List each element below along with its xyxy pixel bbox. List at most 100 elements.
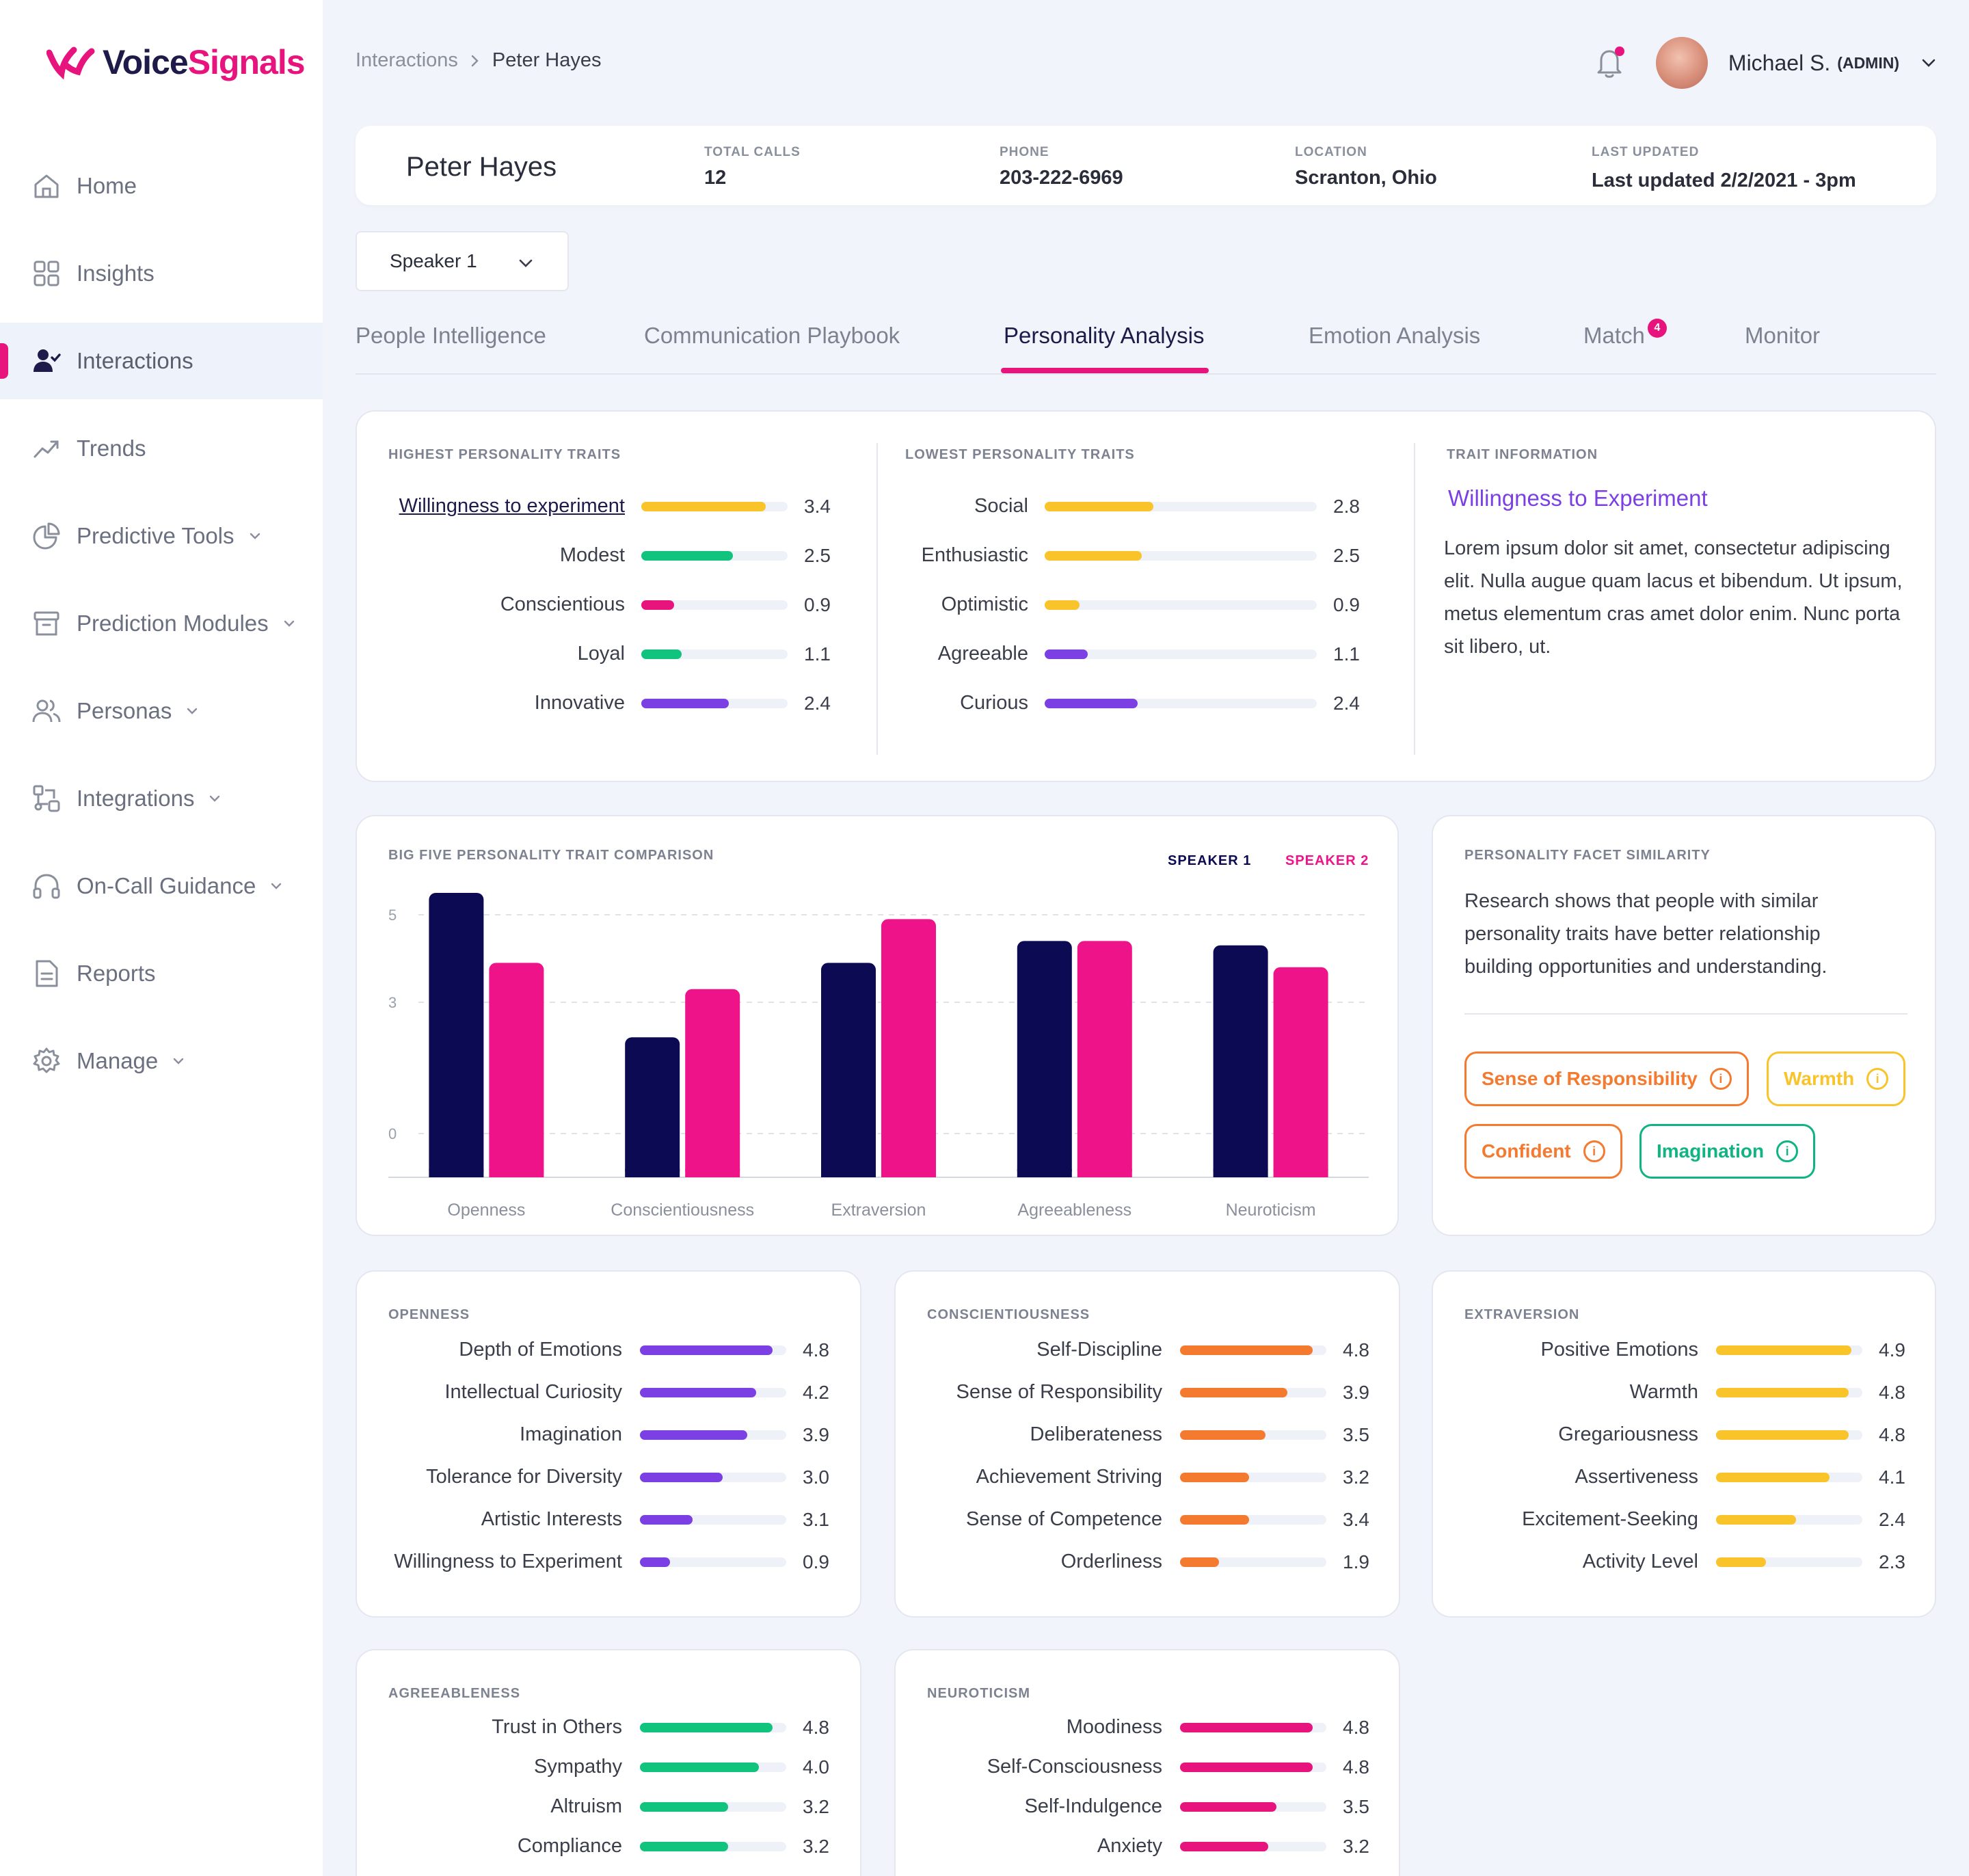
- facet-value: 0.9: [803, 1551, 829, 1572]
- logo-signals: Signals: [187, 43, 306, 81]
- facet-card-title: OPENNESS: [388, 1307, 470, 1322]
- facet-value: 3.5: [1343, 1423, 1369, 1445]
- info-icon[interactable]: i: [1709, 1068, 1732, 1090]
- x-tick-label: Openness: [447, 1201, 525, 1220]
- sidebar-item-predictive-tools[interactable]: Predictive Tools: [0, 498, 323, 574]
- breadcrumb-chevron-icon: [471, 55, 479, 66]
- sidebar-item-trends[interactable]: Trends: [0, 410, 323, 487]
- trait-bar-track: [641, 600, 788, 610]
- info-icon[interactable]: i: [1583, 1140, 1605, 1162]
- sidebar-item-prediction-modules[interactable]: Prediction Modules: [0, 585, 323, 662]
- info-icon[interactable]: i: [1776, 1140, 1799, 1162]
- facet-row-gregariousness: Gregariousness 4.8: [1464, 1423, 1905, 1446]
- tab-people-intelligence[interactable]: People Intelligence: [356, 323, 546, 348]
- tab-match[interactable]: Match: [1583, 323, 1645, 348]
- facet-bar-track: [640, 1557, 786, 1567]
- facet-bar-track: [640, 1514, 786, 1525]
- tab-monitor[interactable]: Monitor: [1745, 323, 1821, 348]
- facet-bar-fill: [1716, 1514, 1797, 1525]
- facet-pill-warmth[interactable]: Warmth i: [1767, 1051, 1906, 1106]
- trait-bar-track: [1045, 649, 1317, 659]
- avatar[interactable]: [1655, 37, 1708, 89]
- facet-row-compliance: Compliance 3.2: [388, 1835, 829, 1858]
- sidebar-item-label: Personas: [77, 698, 172, 723]
- divider: [1414, 443, 1415, 755]
- breadcrumb-parent[interactable]: Interactions: [356, 49, 458, 71]
- bar-base: [685, 1169, 740, 1177]
- users-icon: [31, 696, 62, 726]
- trait-value: 2.4: [1333, 692, 1360, 714]
- facet-value: 4.8: [1343, 1716, 1369, 1738]
- facet-pill-imagination[interactable]: Imagination i: [1639, 1124, 1816, 1179]
- info-icon[interactable]: i: [1866, 1068, 1889, 1090]
- facet-row-deliberateness: Deliberateness 3.5: [927, 1423, 1369, 1446]
- x-tick-label: Neuroticism: [1226, 1201, 1316, 1220]
- voicesignals-logo[interactable]: VoiceSignals: [46, 42, 306, 82]
- sidebar-item-label: On-Call Guidance: [77, 873, 256, 898]
- facet-pill-sense-of-responsibility[interactable]: Sense of Responsibility i: [1464, 1051, 1749, 1106]
- sidebar-item-personas[interactable]: Personas: [0, 673, 323, 749]
- sidebar-item-interactions[interactable]: Interactions: [0, 323, 323, 399]
- facet-bar-track: [640, 1345, 786, 1355]
- sidebar-item-label: Manage: [77, 1048, 159, 1073]
- user-menu-chevron-icon[interactable]: [1920, 54, 1938, 72]
- trait-bar-fill: [641, 698, 729, 708]
- tab-personality-analysis[interactable]: Personality Analysis: [1004, 323, 1205, 348]
- sidebar-item-on-call-guidance[interactable]: On-Call Guidance: [0, 848, 323, 924]
- facet-bar-fill: [640, 1801, 729, 1812]
- facet-label: Altruism: [550, 1795, 622, 1817]
- bar-base: [1017, 1169, 1072, 1177]
- sidebar-item-manage[interactable]: Manage: [0, 1023, 323, 1099]
- facet-row-warmth: Warmth 4.8: [1464, 1381, 1905, 1404]
- trait-value: 3.4: [804, 495, 831, 517]
- sidebar-item-insights[interactable]: Insights: [0, 235, 323, 312]
- trait-bar-track: [641, 550, 788, 561]
- facet-value: 4.8: [1343, 1756, 1369, 1778]
- facet-label: Depth of Emotions: [459, 1339, 622, 1361]
- facet-value: 2.3: [1879, 1551, 1905, 1572]
- location-value: Scranton, Ohio: [1295, 167, 1437, 189]
- facet-value: 4.2: [803, 1381, 829, 1403]
- sidebar-item-reports[interactable]: Reports: [0, 935, 323, 1012]
- facet-bar-fill: [640, 1472, 723, 1482]
- phone-value: 203-222-6969: [1000, 167, 1123, 189]
- facet-bar-fill: [1716, 1387, 1849, 1397]
- facet-bar-track: [640, 1801, 786, 1812]
- speaker-select[interactable]: Speaker 1: [356, 231, 569, 291]
- notification-bell[interactable]: [1590, 44, 1629, 82]
- facet-bar-track: [640, 1841, 786, 1851]
- trait-row-willingness-to-experiment: Willingness to experiment 3.4: [388, 495, 831, 518]
- facet-bar-fill: [640, 1514, 693, 1525]
- trait-label: Loyal: [577, 643, 625, 665]
- bar-base: [1213, 1169, 1268, 1177]
- sidebar-item-label: Predictive Tools: [77, 523, 235, 548]
- facet-pill-label: Warmth: [1784, 1068, 1855, 1089]
- facet-card-openness: OPENNESS Depth of Emotions 4.8 Intellectual…: [356, 1270, 861, 1618]
- facet-bar-fill: [1180, 1762, 1313, 1772]
- facet-pill-confident[interactable]: Confident i: [1464, 1124, 1622, 1179]
- tab-emotion-analysis[interactable]: Emotion Analysis: [1309, 323, 1481, 348]
- facet-label: Warmth: [1629, 1381, 1698, 1403]
- bar-base: [1273, 1169, 1328, 1177]
- sidebar-item-integrations[interactable]: Integrations: [0, 760, 323, 837]
- facet-value: 4.9: [1879, 1339, 1905, 1361]
- facet-label: Self-Indulgence: [1024, 1795, 1162, 1817]
- facet-label: Anxiety: [1097, 1835, 1162, 1857]
- trait-info-name: Willingness to Experiment: [1448, 485, 1708, 511]
- bar-base: [429, 1169, 484, 1177]
- facet-value: 4.8: [1879, 1423, 1905, 1445]
- tab-communication-playbook[interactable]: Communication Playbook: [644, 323, 900, 348]
- facet-label: Imagination: [520, 1423, 622, 1445]
- facet-value: 3.4: [1343, 1508, 1369, 1530]
- profile-name: Peter Hayes: [406, 152, 557, 182]
- bar-base: [821, 1169, 876, 1177]
- sidebar-item-home[interactable]: Home: [0, 148, 323, 224]
- trait-label[interactable]: Willingness to experiment: [399, 495, 625, 517]
- facet-card-title: CONSCIENTIOUSNESS: [927, 1307, 1090, 1322]
- facet-bar-track: [1716, 1514, 1862, 1525]
- x-tick-label: Extraversion: [831, 1201, 926, 1220]
- trait-value: 1.1: [1333, 643, 1360, 665]
- user-name[interactable]: Michael S.: [1728, 50, 1831, 75]
- facet-value: 2.4: [1879, 1508, 1905, 1530]
- facet-value: 3.9: [803, 1423, 829, 1445]
